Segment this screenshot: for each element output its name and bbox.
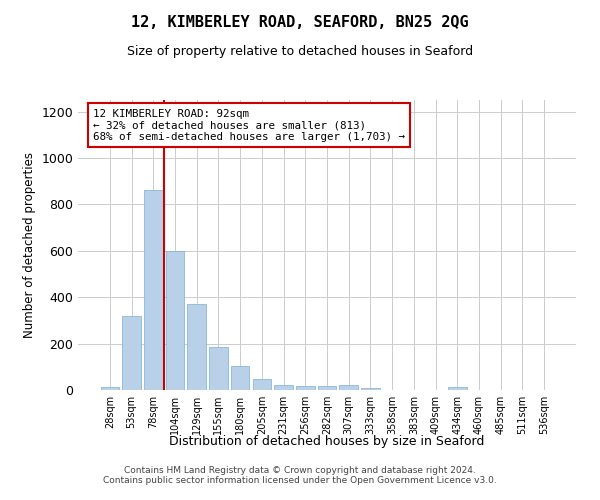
Bar	[231, 366, 250, 390]
Text: 12 KIMBERLEY ROAD: 92sqm
← 32% of detached houses are smaller (813)
68% of semi-: 12 KIMBERLEY ROAD: 92sqm ← 32% of detach…	[93, 108, 405, 142]
Text: Size of property relative to detached houses in Seaford: Size of property relative to detached ho…	[127, 45, 473, 58]
Bar	[187, 304, 206, 390]
Y-axis label: Number of detached properties: Number of detached properties	[23, 152, 36, 338]
Bar	[318, 386, 336, 390]
Bar	[209, 347, 227, 390]
Text: Contains HM Land Registry data © Crown copyright and database right 2024.
Contai: Contains HM Land Registry data © Crown c…	[103, 466, 497, 485]
Text: 12, KIMBERLEY ROAD, SEAFORD, BN25 2QG: 12, KIMBERLEY ROAD, SEAFORD, BN25 2QG	[131, 15, 469, 30]
Bar	[101, 386, 119, 390]
Bar	[448, 387, 467, 390]
Bar	[361, 388, 380, 390]
Bar	[296, 386, 314, 390]
Text: Distribution of detached houses by size in Seaford: Distribution of detached houses by size …	[169, 435, 485, 448]
Bar	[144, 190, 163, 390]
Bar	[253, 379, 271, 390]
Bar	[340, 386, 358, 390]
Bar	[274, 385, 293, 390]
Bar	[166, 251, 184, 390]
Bar	[122, 316, 141, 390]
